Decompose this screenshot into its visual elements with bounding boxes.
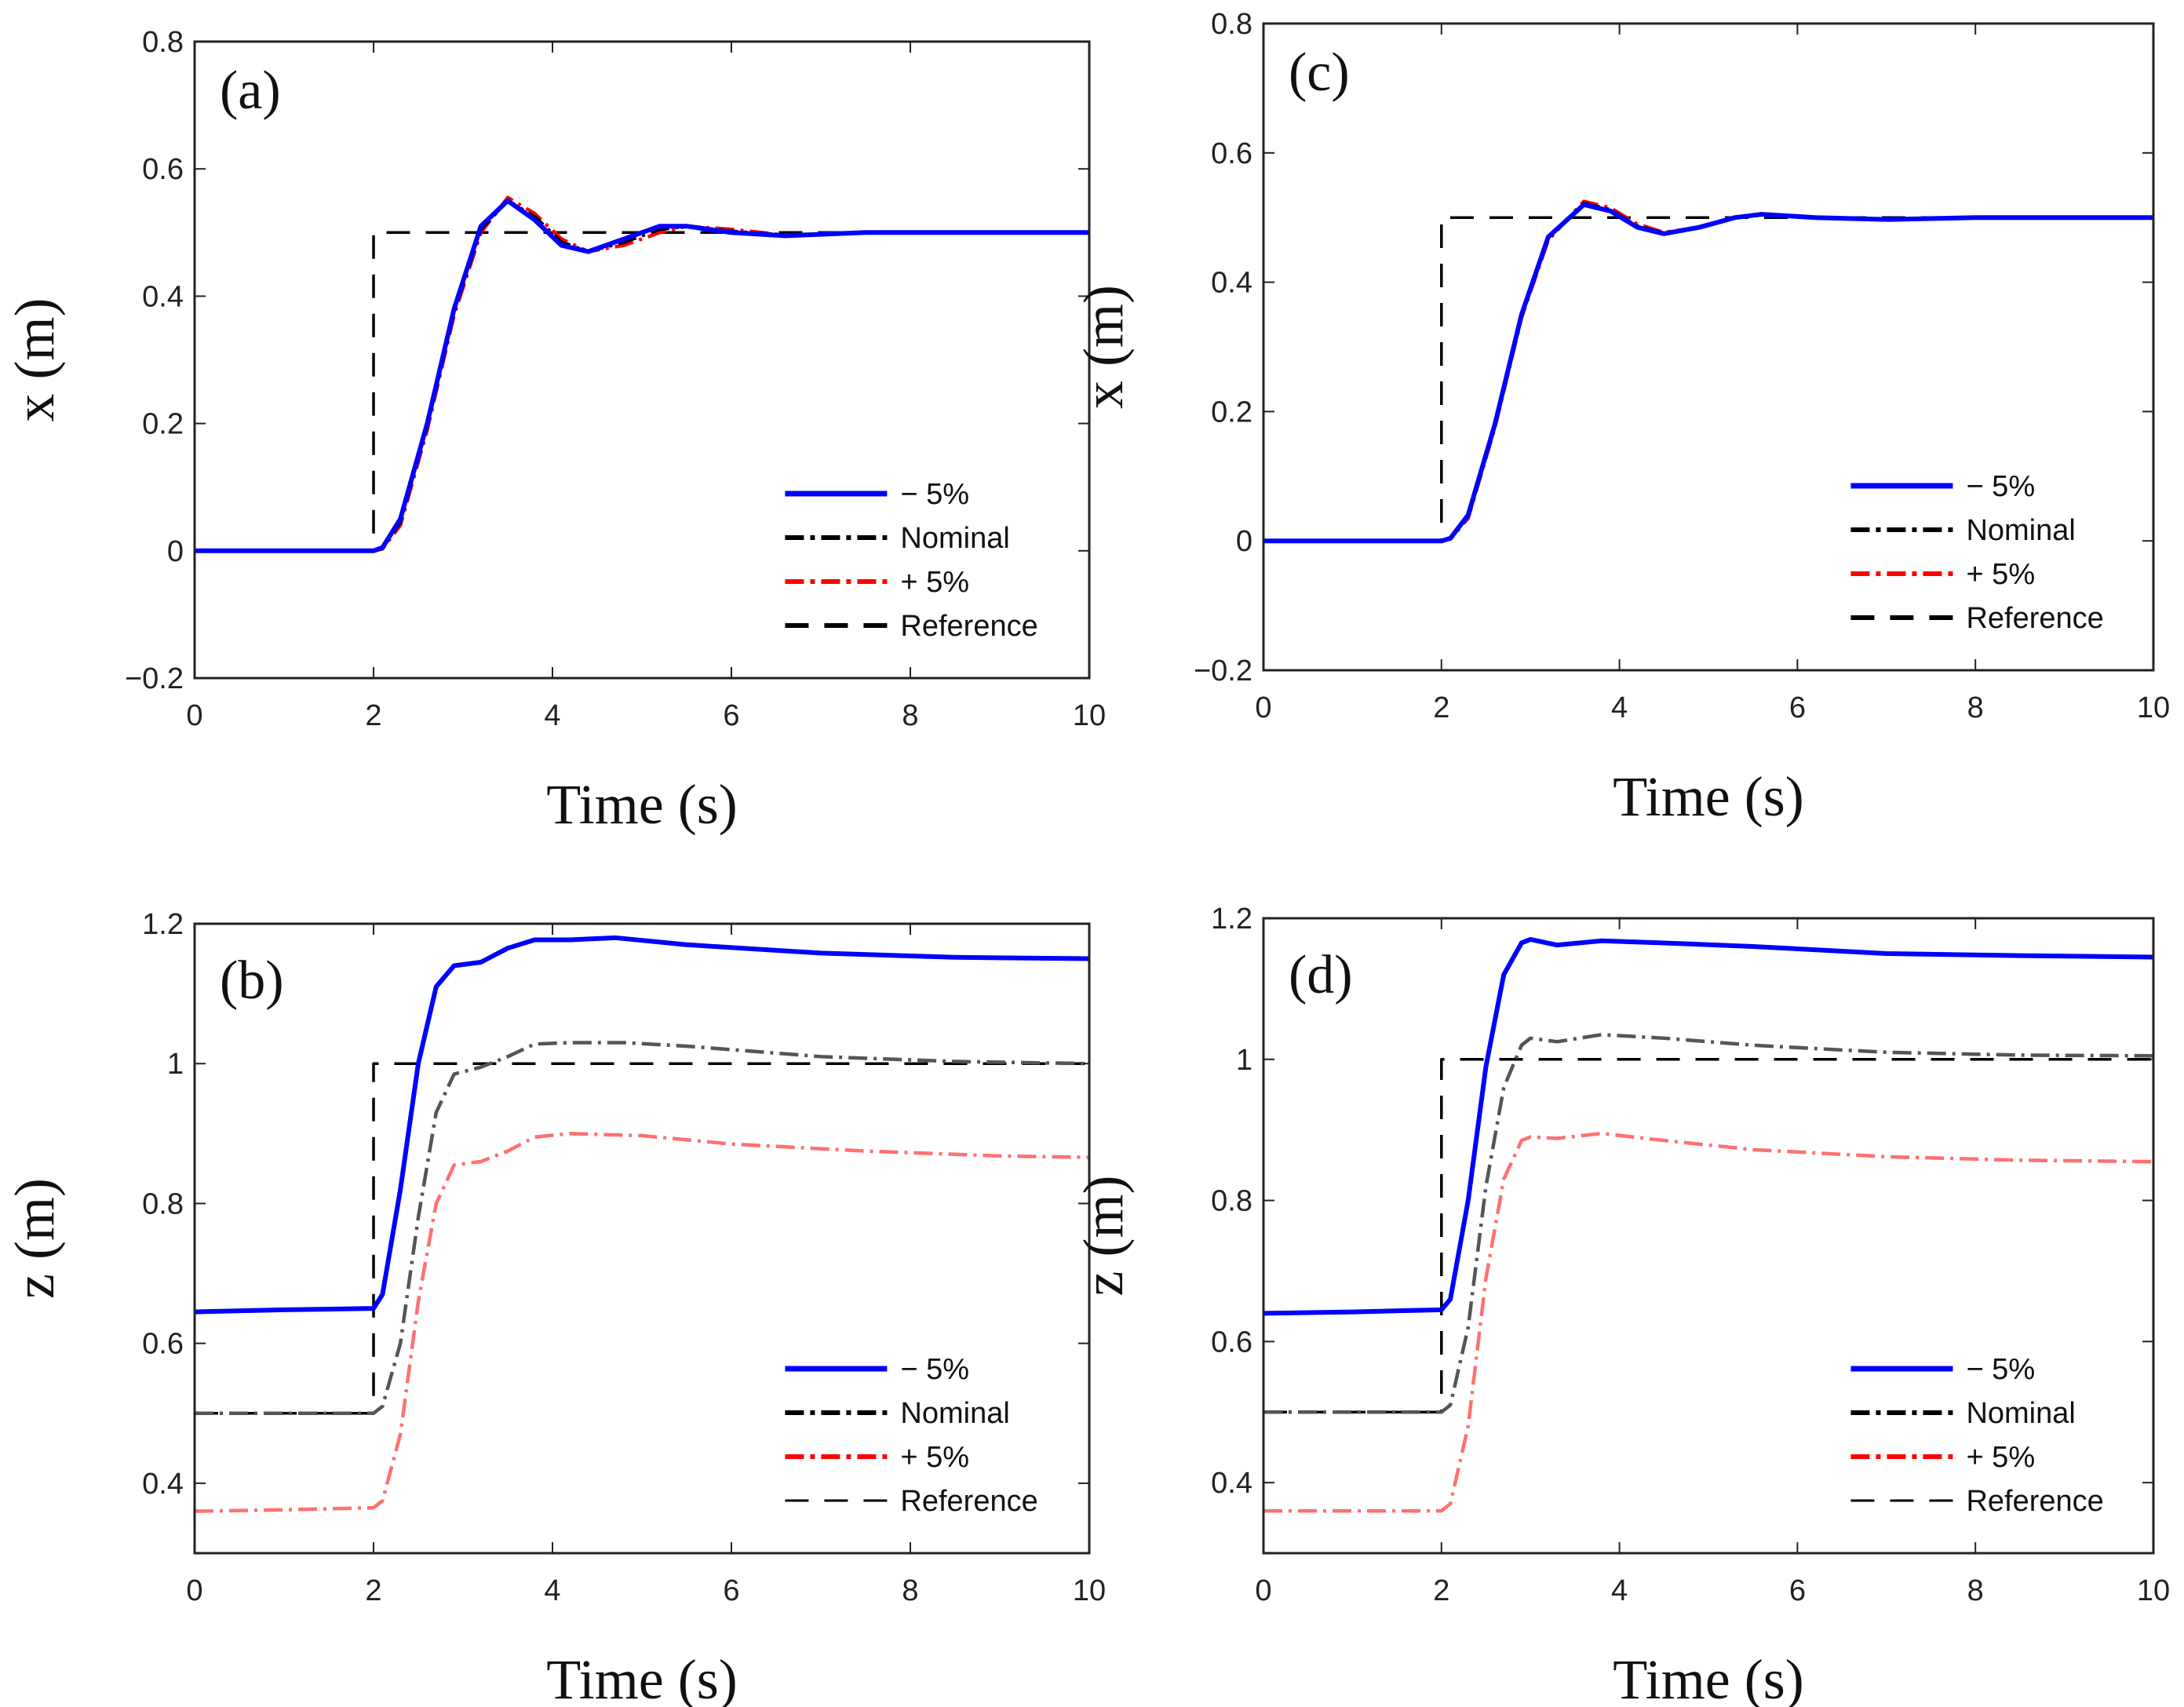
y-tick-label: 0.2 <box>142 408 184 441</box>
x-axis-label: Time (s) <box>1613 1648 1803 1707</box>
legend-label: Nominal <box>900 522 1009 555</box>
y-tick-label: 0.8 <box>142 26 184 59</box>
series-line-5 <box>1263 936 2153 1316</box>
series-line-5 <box>1263 202 2153 544</box>
x-tick-label: 0 <box>186 1574 202 1607</box>
legend-label: Reference <box>1966 1485 2103 1518</box>
panel-label: (c) <box>1289 42 1350 103</box>
y-tick-label: 0.8 <box>142 1187 184 1220</box>
y-axis-label: z (m) <box>3 1178 66 1299</box>
x-tick-label: 2 <box>365 1574 381 1607</box>
y-tick-label: 0.4 <box>1211 1467 1252 1500</box>
panel-d: 0 2 4 6 8 10 0.4 0.6 0.8 1 1.2 (d) Time (s) z (m) − 5%… <box>1072 903 2170 1707</box>
x-tick-label: 8 <box>902 1574 918 1607</box>
y-tick-label: 1 <box>1236 1044 1252 1077</box>
x-tick-label: 6 <box>723 699 739 732</box>
legend: − 5% Nominal + 5% Reference <box>1850 1353 2104 1518</box>
y-tick-label: 0.4 <box>142 1468 184 1501</box>
x-tick-label: 2 <box>1433 1574 1449 1607</box>
series-line-nominal <box>1263 1033 2153 1414</box>
legend-label: Reference <box>900 1485 1037 1518</box>
y-tick-label: 0.2 <box>1211 396 1252 429</box>
legend-label: Nominal <box>900 1397 1009 1430</box>
legend-label: + 5% <box>1966 558 2035 591</box>
series-line-5 <box>1263 1131 2153 1513</box>
legend-label: + 5% <box>1966 1441 2035 1474</box>
y-tick-label: 1.2 <box>142 908 184 941</box>
x-tick-label: 8 <box>1967 691 1984 724</box>
x-tick-label: 10 <box>2137 691 2170 724</box>
series-line-5 <box>195 935 1089 1315</box>
x-tick-label: 0 <box>1255 691 1271 724</box>
x-tick-label: 10 <box>1073 1574 1106 1607</box>
panel-a: 0 2 4 6 8 10−0.200.20.40.60.8(a)Time (s)x (m)… <box>3 26 1106 836</box>
y-tick-label: 0.4 <box>142 280 184 313</box>
x-tick-label: 0 <box>1255 1574 1271 1607</box>
y-tick-label: 0.8 <box>1211 1185 1252 1218</box>
legend-label: − 5% <box>900 478 969 511</box>
legend-label: Nominal <box>1966 514 2075 547</box>
y-axis-label: z (m) <box>1072 1176 1135 1297</box>
legend-label: Reference <box>1966 602 2103 635</box>
x-tick-label: 6 <box>723 1574 739 1607</box>
legend-label: Nominal <box>1966 1397 2075 1430</box>
legend-label: − 5% <box>1966 1353 2035 1386</box>
axes-frame <box>193 922 1091 1555</box>
legend: − 5% Nominal + 5% Reference <box>1850 470 2104 635</box>
legend: − 5% Nominal + 5% Reference <box>785 1353 1038 1518</box>
series-line-5 <box>195 198 1089 553</box>
x-tick-label: 4 <box>544 699 560 732</box>
legend: − 5% Nominal + 5% Reference <box>785 478 1038 643</box>
x-axis-label: Time (s) <box>546 1648 737 1707</box>
y-tick-label: −0.2 <box>1194 655 1252 688</box>
legend-label: + 5% <box>900 1441 969 1474</box>
axes-frame <box>193 40 1091 680</box>
panel-c: 0 2 4 6 8 10−0.200.20.40.60.8(c)Time (s)x (m)… <box>1072 8 2170 828</box>
x-tick-label: 8 <box>902 699 918 732</box>
series-line-reference <box>195 1062 1089 1415</box>
y-tick-label: 0.6 <box>1211 1326 1252 1359</box>
panel-label: (d) <box>1289 945 1353 1005</box>
y-tick-label: 0 <box>1236 525 1252 558</box>
legend-label: − 5% <box>1966 470 2035 503</box>
y-tick-label: −0.2 <box>125 662 184 695</box>
y-tick-label: 0.8 <box>1211 8 1252 41</box>
x-axis-label: Time (s) <box>1613 765 1803 828</box>
x-tick-label: 0 <box>186 699 202 732</box>
y-axis-label: x (m) <box>3 298 66 422</box>
x-tick-label: 10 <box>1073 699 1106 732</box>
x-tick-label: 4 <box>1611 691 1628 724</box>
y-tick-label: 1.2 <box>1211 903 1252 936</box>
series-line-5 <box>195 1132 1089 1513</box>
panel-b: 0 2 4 6 8 10 0.4 0.6 0.8 1 1.2 (b) Time (s) z (m) − 5%… <box>3 908 1106 1707</box>
x-tick-label: 2 <box>1433 691 1449 724</box>
x-tick-label: 4 <box>1611 1574 1628 1607</box>
series-line-reference <box>1263 1058 2153 1413</box>
legend-label: + 5% <box>900 566 969 599</box>
x-tick-label: 6 <box>1789 691 1806 724</box>
x-axis-label: Time (s) <box>546 773 737 836</box>
x-tick-label: 2 <box>365 699 381 732</box>
axes-frame <box>1262 917 2155 1555</box>
legend-label: Reference <box>900 610 1037 643</box>
panel-label: (b) <box>220 950 284 1011</box>
series-line-nominal <box>195 1041 1089 1416</box>
y-tick-label: 0 <box>167 535 184 568</box>
y-tick-label: 0.6 <box>142 1328 184 1361</box>
x-tick-label: 4 <box>544 1574 560 1607</box>
x-tick-label: 10 <box>2137 1574 2170 1607</box>
y-tick-label: 1 <box>167 1048 184 1081</box>
y-axis-label: x (m) <box>1072 285 1135 409</box>
x-tick-label: 8 <box>1967 1574 1984 1607</box>
panel-label: (a) <box>220 60 281 121</box>
x-tick-label: 6 <box>1789 1574 1806 1607</box>
legend-label: − 5% <box>900 1353 969 1386</box>
y-tick-label: 0.4 <box>1211 267 1252 300</box>
axes-frame <box>1262 22 2155 672</box>
y-tick-label: 0.6 <box>142 153 184 186</box>
y-tick-label: 0.6 <box>1211 137 1252 170</box>
